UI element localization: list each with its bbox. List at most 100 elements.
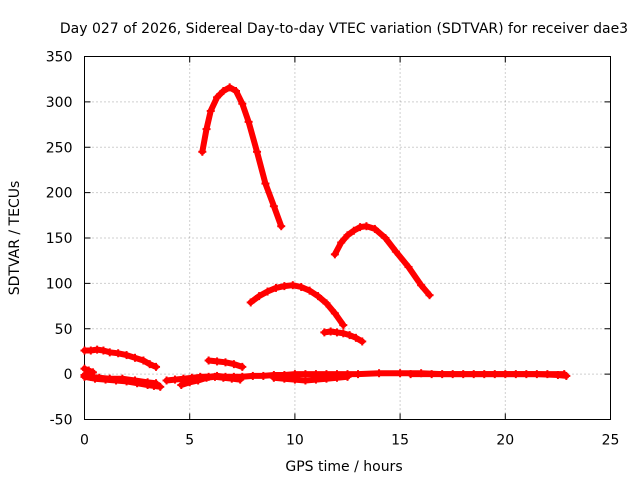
data-point-peak-high xyxy=(238,99,247,108)
data-point-arc-mid xyxy=(246,298,255,307)
x-tick-label: 0 xyxy=(80,433,89,449)
y-tick-label: 100 xyxy=(46,276,73,292)
data-point-baseline-b xyxy=(143,378,152,387)
data-point-baseline-b xyxy=(95,373,104,382)
data-point-peak-high xyxy=(269,202,278,211)
data-point-peak-high xyxy=(231,86,240,95)
data-point-baseline-g xyxy=(532,370,541,379)
y-tick-label: 250 xyxy=(46,140,73,156)
data-point-arc-small xyxy=(351,333,360,342)
data-point-baseline-b xyxy=(152,379,161,388)
data-point-baseline-e xyxy=(375,369,384,378)
data-point-baseline-b xyxy=(118,374,127,383)
data-point-peak-high xyxy=(206,106,215,115)
data-point-baseline-e xyxy=(213,371,222,380)
data-point-early-decay xyxy=(152,362,161,371)
grid-lines xyxy=(84,56,611,420)
data-point-mid-segment xyxy=(238,362,247,371)
data-point-peak-high xyxy=(219,86,228,95)
data-point-baseline-g xyxy=(448,370,457,379)
data-point-baseline-f xyxy=(280,374,289,383)
data-point-baseline-f xyxy=(301,376,310,385)
data-point-baseline-b xyxy=(105,374,114,383)
data-point-baseline-g xyxy=(490,370,499,379)
y-tick-label: 300 xyxy=(46,95,73,111)
data-point-baseline-e xyxy=(170,375,179,384)
data-point-baseline-c xyxy=(88,368,97,377)
data-point-arc-small xyxy=(345,331,354,340)
data-point-arc-late xyxy=(343,231,352,240)
data-point-baseline-g xyxy=(553,371,562,380)
series-line-arc-late xyxy=(331,223,433,299)
data-point-peak-high xyxy=(225,83,234,92)
data-point-mid-segment xyxy=(204,356,213,365)
axis-ticks: 0 5 10 15 20 25 -50 0 50 100 150 200 250 300 350 xyxy=(46,50,620,449)
data-point-peak-high xyxy=(261,179,270,188)
y-tick-label: 0 xyxy=(64,367,73,383)
data-point-baseline-e xyxy=(354,370,363,379)
data-point-early-decay xyxy=(139,356,148,365)
data-point-arc-mid xyxy=(288,281,297,290)
data-point-arc-small xyxy=(358,337,367,346)
data-point-early-decay xyxy=(130,353,139,362)
y-tick-label: -50 xyxy=(50,413,73,429)
data-point-baseline-f xyxy=(269,373,278,382)
data-point-peak-high xyxy=(202,125,211,134)
data-point-baseline-e xyxy=(229,372,238,381)
data-point-baseline-d xyxy=(177,381,186,390)
data-point-baseline-e xyxy=(179,374,188,383)
data-point-arc-late xyxy=(330,250,339,259)
data-point-baseline-f xyxy=(290,375,299,384)
series-line-peak-high xyxy=(199,84,285,230)
data-point-arc-late xyxy=(404,263,413,272)
data-point-early-decay xyxy=(105,348,114,357)
data-point-baseline-e xyxy=(204,372,213,381)
data-point-arc-mid xyxy=(339,321,348,330)
x-tick-label: 5 xyxy=(185,433,194,449)
data-point-baseline-g xyxy=(511,370,520,379)
data-point-peak-high xyxy=(213,93,222,102)
series-line-early-decay xyxy=(81,346,159,370)
data-point-arc-mid xyxy=(263,287,272,296)
data-point-arc-mid xyxy=(255,292,264,301)
data-point-baseline-g xyxy=(406,370,415,379)
y-tick-label: 200 xyxy=(46,186,73,202)
y-tick-label: 50 xyxy=(55,322,73,338)
data-point-baseline-g xyxy=(562,371,571,380)
data-point-arc-mid xyxy=(314,292,323,301)
data-point-baseline-f xyxy=(332,373,341,382)
data-point-arc-mid xyxy=(280,282,289,291)
data-point-arc-late xyxy=(362,222,371,231)
data-point-baseline-e xyxy=(221,372,230,381)
data-point-mid-segment xyxy=(213,357,222,366)
data-point-arc-late xyxy=(349,226,358,235)
data-point-arc-mid xyxy=(305,286,314,295)
data-point-mid-segment xyxy=(229,360,238,369)
data-point-early-decay xyxy=(145,360,154,369)
data-point-peak-high xyxy=(277,222,286,231)
data-point-baseline-c xyxy=(80,364,89,373)
data-point-baseline-e xyxy=(259,371,268,380)
y-tick-label: 350 xyxy=(46,50,73,66)
data-point-early-decay xyxy=(114,349,123,358)
y-tick-label: 150 xyxy=(46,231,73,247)
data-point-baseline-b xyxy=(130,376,139,385)
data-point-arc-late xyxy=(381,234,390,242)
x-axis-label: GPS time / hours xyxy=(285,459,402,475)
series-layer xyxy=(80,83,571,391)
data-point-baseline-f xyxy=(311,375,320,384)
data-point-baseline-e xyxy=(396,369,405,378)
x-tick-label: 15 xyxy=(391,433,409,449)
chart-title: Day 027 of 2026, Sidereal Day-to-day VTE… xyxy=(60,21,628,37)
data-point-peak-high xyxy=(253,147,262,156)
data-point-baseline-a xyxy=(156,382,165,391)
data-point-arc-mid xyxy=(297,283,306,292)
data-point-mid-segment xyxy=(221,358,230,367)
x-tick-label: 20 xyxy=(496,433,514,449)
data-point-arc-mid xyxy=(330,309,339,318)
data-point-baseline-f xyxy=(322,374,331,383)
data-point-arc-late xyxy=(425,291,434,300)
data-point-arc-small xyxy=(339,329,348,338)
x-tick-label: 10 xyxy=(286,433,304,449)
